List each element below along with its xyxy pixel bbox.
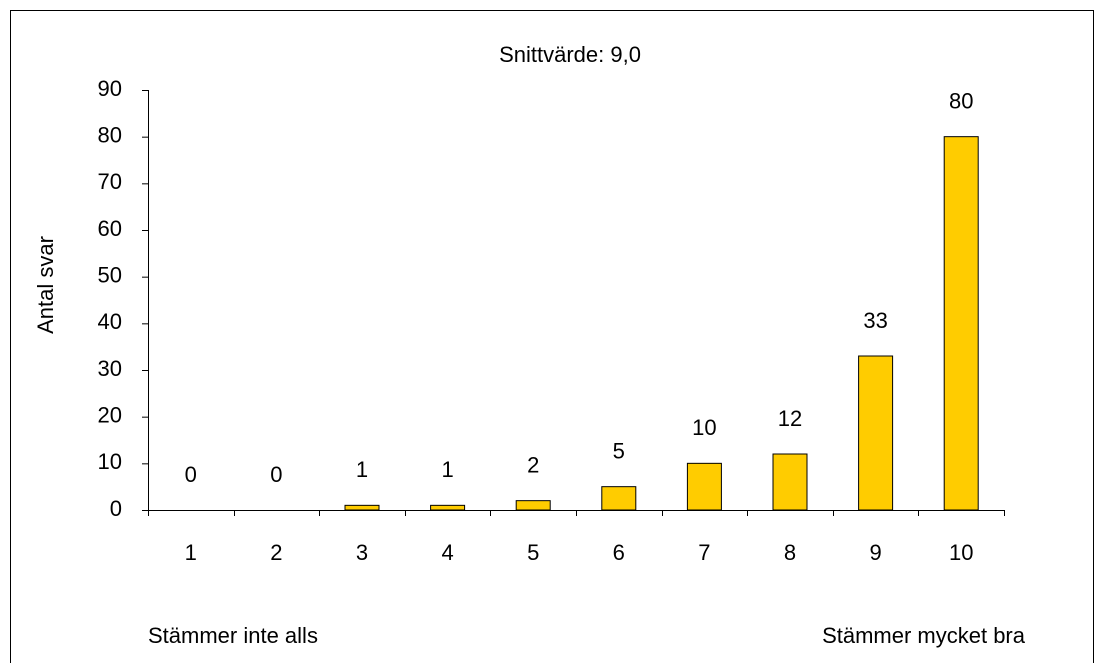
x-tick-label: 6	[613, 540, 625, 565]
x-tick-label: 5	[527, 540, 539, 565]
y-tick-label: 0	[110, 496, 122, 521]
y-tick-label: 90	[98, 76, 122, 101]
x-tick-label: 4	[441, 540, 453, 565]
data-label: 80	[949, 88, 973, 113]
x-tick-label: 7	[698, 540, 710, 565]
data-label: 12	[778, 406, 802, 431]
x-tick-label: 3	[356, 540, 368, 565]
bar	[858, 355, 894, 511]
y-tick-label: 50	[98, 262, 122, 287]
y-tick-label: 10	[98, 449, 122, 474]
data-label: 5	[613, 438, 625, 463]
bar	[344, 504, 380, 511]
x-tick-label: 9	[869, 540, 881, 565]
data-label: 1	[441, 457, 453, 482]
y-tick-label: 30	[98, 356, 122, 381]
bar	[601, 486, 637, 511]
data-label: 10	[692, 415, 716, 440]
x-tick-label: 1	[185, 540, 197, 565]
y-tick-label: 20	[98, 402, 122, 427]
x-tick-label: 8	[784, 540, 796, 565]
bar	[943, 136, 979, 511]
annotation: Stämmer mycket bra	[822, 623, 1026, 648]
chart-title: Snittvärde: 9,0	[499, 42, 641, 67]
y-tick-label: 80	[98, 122, 122, 147]
y-axis-label: Antal svar	[33, 236, 58, 334]
bar	[772, 453, 808, 511]
data-label: 33	[863, 308, 887, 333]
data-label: 0	[185, 462, 197, 487]
data-label: 2	[527, 452, 539, 477]
y-tick-label: 70	[98, 169, 122, 194]
bar	[515, 500, 551, 511]
bar	[430, 504, 466, 511]
bar	[686, 462, 722, 511]
annotation: Stämmer inte alls	[148, 623, 318, 648]
data-label: 0	[270, 462, 282, 487]
y-tick-label: 60	[98, 216, 122, 241]
y-tick-label: 40	[98, 309, 122, 334]
chart-frame	[10, 10, 1094, 663]
x-tick-label: 2	[270, 540, 282, 565]
x-tick-label: 10	[949, 540, 973, 565]
data-label: 1	[356, 457, 368, 482]
